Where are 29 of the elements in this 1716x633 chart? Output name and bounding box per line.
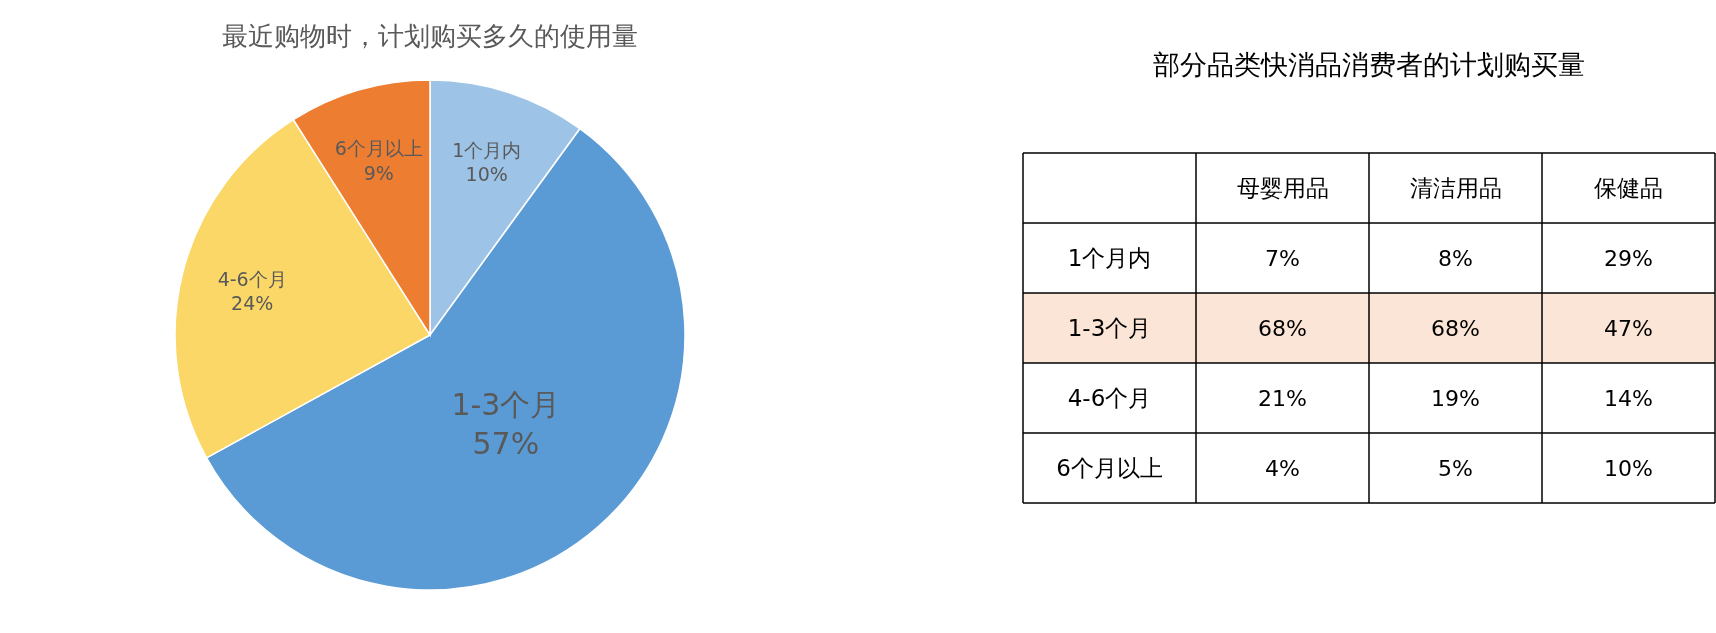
slice-label: 4-6个月 bbox=[217, 267, 287, 290]
chart-title: 部分品类快消品消费者的计划购买量 bbox=[1153, 49, 1585, 80]
y-tick-label: 1个月内 bbox=[1067, 245, 1152, 271]
slice-label: 1个月内 bbox=[452, 138, 522, 161]
cell: 68% bbox=[1431, 316, 1480, 341]
cell: 14% bbox=[1604, 386, 1653, 411]
slice-label: 1-3个月 bbox=[451, 387, 561, 423]
cell: 47% bbox=[1604, 316, 1653, 341]
chart-title: 最近购物时，计划购买多久的使用量 bbox=[222, 21, 638, 51]
cell: 5% bbox=[1438, 456, 1473, 481]
data-label: 10% bbox=[465, 163, 508, 186]
data-label: 57% bbox=[472, 426, 540, 462]
cell: 29% bbox=[1604, 246, 1653, 271]
cell: 4% bbox=[1265, 456, 1300, 481]
cell: 7% bbox=[1265, 246, 1300, 271]
cell: 8% bbox=[1438, 246, 1473, 271]
cell: 10% bbox=[1604, 456, 1653, 481]
data-label: 24% bbox=[231, 292, 274, 315]
cell: 68% bbox=[1258, 316, 1307, 341]
x-tick-label: 清洁用品 bbox=[1409, 175, 1502, 201]
y-tick-label: 4-6个月 bbox=[1067, 385, 1152, 411]
cell: 19% bbox=[1431, 386, 1480, 411]
x-tick-label: 保健品 bbox=[1594, 175, 1663, 201]
y-tick-label: 6个月以上 bbox=[1056, 455, 1163, 481]
cell: 21% bbox=[1258, 386, 1307, 411]
x-tick-label: 母婴用品 bbox=[1236, 175, 1329, 201]
data-label: 9% bbox=[363, 161, 394, 184]
slice-label: 6个月以上 bbox=[334, 136, 423, 159]
y-tick-label: 1-3个月 bbox=[1067, 315, 1152, 341]
